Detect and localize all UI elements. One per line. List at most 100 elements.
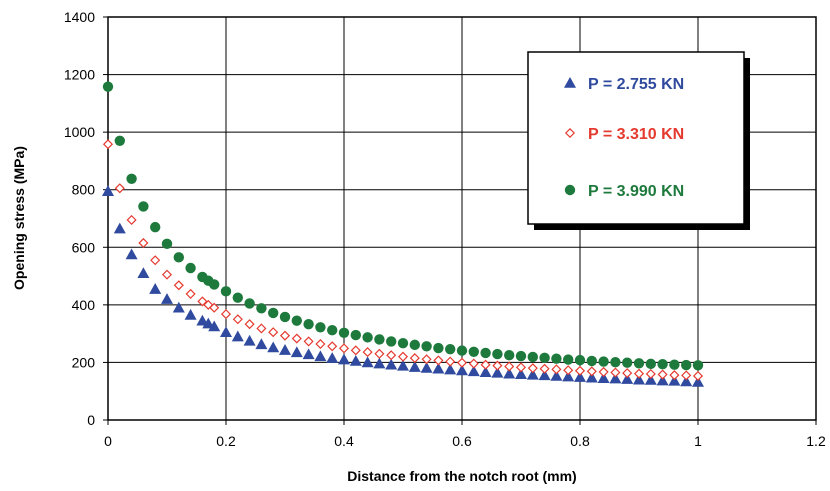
data-point	[232, 314, 243, 325]
data-point	[421, 341, 432, 352]
data-point	[586, 355, 597, 367]
data-point	[161, 293, 173, 304]
legend-label-3: P = 3.990 KN	[588, 183, 684, 200]
data-point	[397, 337, 409, 349]
data-point	[656, 374, 669, 386]
data-point	[504, 350, 515, 361]
data-point	[243, 334, 256, 346]
x-tick-label: 1.2	[806, 433, 826, 449]
data-point	[420, 361, 433, 373]
data-point	[338, 343, 350, 354]
data-point	[138, 201, 149, 212]
legend-marker-2	[564, 127, 576, 139]
data-point	[279, 311, 291, 323]
legend-label-2: P = 3.310 KN	[588, 126, 684, 143]
x-tick-label: 0.6	[452, 433, 472, 449]
y-axis-title: Opening stress (MPa)	[11, 146, 27, 290]
data-point	[621, 373, 634, 384]
data-point	[657, 369, 668, 380]
data-point	[268, 327, 279, 338]
data-point	[479, 366, 492, 378]
data-point	[492, 348, 503, 360]
data-point	[373, 357, 386, 369]
data-point	[397, 359, 409, 371]
data-point	[551, 353, 562, 364]
data-point	[315, 322, 326, 333]
data-point	[633, 358, 645, 369]
data-point	[231, 330, 244, 342]
data-point	[326, 352, 339, 363]
data-point	[408, 361, 421, 372]
data-point	[232, 292, 243, 303]
data-point	[244, 319, 255, 330]
data-point	[374, 334, 385, 345]
data-point	[622, 357, 633, 368]
data-point	[149, 283, 162, 294]
data-point	[610, 367, 621, 378]
data-point	[550, 369, 563, 381]
data-point	[681, 370, 692, 381]
legend-label-1: P = 2.755 KN	[588, 76, 684, 93]
data-point	[268, 307, 279, 319]
y-tick-label: 800	[72, 182, 96, 198]
data-point	[527, 351, 538, 363]
data-point	[551, 364, 562, 375]
data-point	[645, 368, 656, 379]
series-2	[102, 139, 704, 382]
data-point	[267, 341, 280, 353]
data-point	[220, 286, 232, 297]
series-3	[102, 81, 704, 371]
data-point	[184, 308, 197, 320]
y-tick-label: 400	[72, 297, 96, 313]
data-point	[102, 185, 114, 196]
y-tick-label: 600	[72, 239, 96, 255]
data-point	[255, 338, 268, 350]
data-point	[185, 262, 196, 274]
data-point	[150, 255, 161, 266]
data-point	[515, 368, 527, 380]
data-point	[586, 366, 597, 377]
data-point	[349, 354, 362, 366]
data-point	[492, 360, 503, 371]
x-tick-label: 0.2	[216, 433, 236, 449]
data-point	[291, 333, 302, 344]
data-point	[362, 347, 373, 358]
data-point	[515, 362, 527, 373]
legend: P = 2.755 KN P = 3.310 KN P = 3.990 KN	[527, 51, 750, 230]
data-point	[114, 135, 126, 146]
data-point	[137, 267, 150, 278]
data-point	[374, 348, 385, 359]
data-point	[598, 366, 609, 377]
data-point	[527, 363, 538, 374]
data-point	[256, 323, 267, 334]
data-point	[526, 368, 539, 380]
data-point	[491, 366, 504, 378]
data-point	[290, 346, 303, 358]
data-point	[173, 252, 184, 263]
data-point	[126, 173, 137, 184]
data-point	[173, 280, 184, 291]
legend-marker-3	[564, 184, 576, 196]
y-tick-label: 0	[87, 412, 95, 428]
data-point	[113, 222, 126, 234]
data-point	[302, 348, 315, 360]
data-point	[456, 364, 468, 376]
data-point	[350, 329, 361, 341]
data-point	[102, 81, 114, 92]
data-point	[585, 371, 598, 383]
data-point	[480, 359, 491, 370]
data-point	[208, 320, 221, 332]
data-point	[610, 356, 621, 368]
data-point	[361, 356, 374, 368]
data-point	[409, 339, 420, 351]
data-point	[539, 363, 550, 374]
x-tick-label: 0	[104, 433, 112, 449]
data-point	[692, 360, 704, 371]
data-point	[504, 361, 515, 372]
data-point	[467, 365, 480, 377]
data-point	[433, 342, 444, 354]
data-point	[220, 326, 232, 338]
data-point	[468, 346, 479, 357]
data-point	[327, 341, 338, 352]
